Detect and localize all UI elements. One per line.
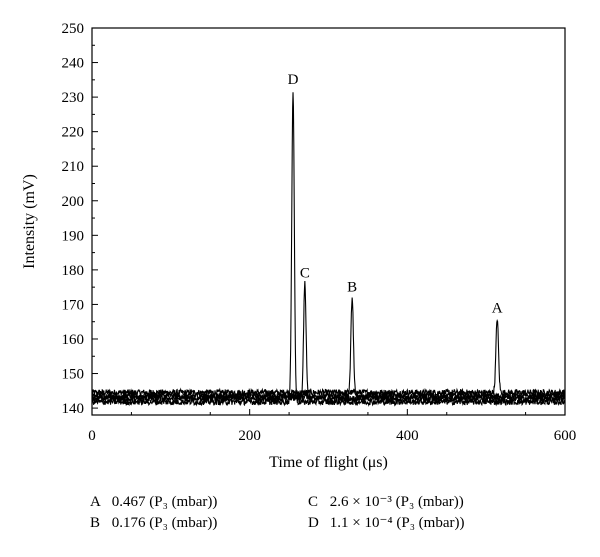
legend-unit-c: (P₃ (mbar))	[395, 494, 464, 510]
y-tick-label: 200	[62, 194, 85, 210]
peak-label-c: C	[300, 266, 310, 282]
y-tick-label: 240	[62, 56, 85, 72]
y-tick-label: 230	[62, 90, 85, 106]
peak-label-a: A	[492, 300, 503, 316]
legend-value-c: 2.6 × 10⁻³	[329, 494, 392, 510]
legend-item-b: B 0.176 (P₃ (mbar))	[90, 513, 217, 534]
x-axis-title: Time of flight (μs)	[269, 454, 388, 471]
legend-item-d: D 1.1 × 10⁻⁴ (P₃ (mbar))	[308, 513, 464, 534]
x-tick-label: 200	[238, 428, 261, 444]
legend-key-a: A	[90, 494, 101, 510]
x-tick-label: 400	[396, 428, 419, 444]
legend-unit-b: (P₃ (mbar))	[149, 515, 218, 531]
y-tick-label: 220	[62, 125, 85, 141]
series-line-a	[91, 318, 566, 398]
legend-unit-d: (P₃ (mbar))	[396, 515, 465, 531]
legend-value-b: 0.176	[111, 515, 146, 531]
y-tick-label: 190	[62, 228, 85, 244]
y-tick-label: 160	[62, 332, 85, 348]
legend-key-c: C	[308, 494, 319, 510]
peak-labels: A B C D	[288, 72, 503, 316]
y-tick-label: 140	[62, 401, 85, 417]
series-line-c	[91, 281, 566, 404]
x-tick-label: 0	[88, 428, 96, 444]
x-tick-label: 600	[554, 428, 577, 444]
series-line-d	[91, 92, 566, 407]
y-tick-label: 180	[62, 263, 85, 279]
ticks-layer: 140 150 160 170 180 190 200 210 220 230 240 250 0 200…	[62, 21, 577, 444]
series-layer	[91, 92, 566, 407]
legend-key-d: D	[308, 515, 319, 531]
y-tick-label: 250	[62, 21, 85, 37]
legend-key-b: B	[90, 515, 101, 531]
plot-frame	[91, 27, 566, 416]
legend-value-d: 1.1 × 10⁻⁴	[329, 515, 393, 531]
legend-unit-a: (P₃ (mbar))	[149, 494, 218, 510]
peak-label-d: D	[288, 72, 299, 88]
y-tick-label: 210	[62, 159, 85, 175]
legend-value-a: 0.467	[111, 494, 146, 510]
peak-label-b: B	[347, 280, 357, 296]
y-tick-label: 150	[62, 367, 85, 383]
tof-chart: 140 150 160 170 180 190 200 210 220 230 240 250 0 200…	[21, 21, 577, 471]
legend-item-c: C 2.6 × 10⁻³ (P₃ (mbar))	[308, 492, 464, 513]
legend-item-a: A 0.467 (P₃ (mbar))	[90, 492, 217, 513]
y-axis-title: Intensity (mV)	[21, 174, 38, 269]
y-tick-label: 170	[62, 297, 85, 313]
